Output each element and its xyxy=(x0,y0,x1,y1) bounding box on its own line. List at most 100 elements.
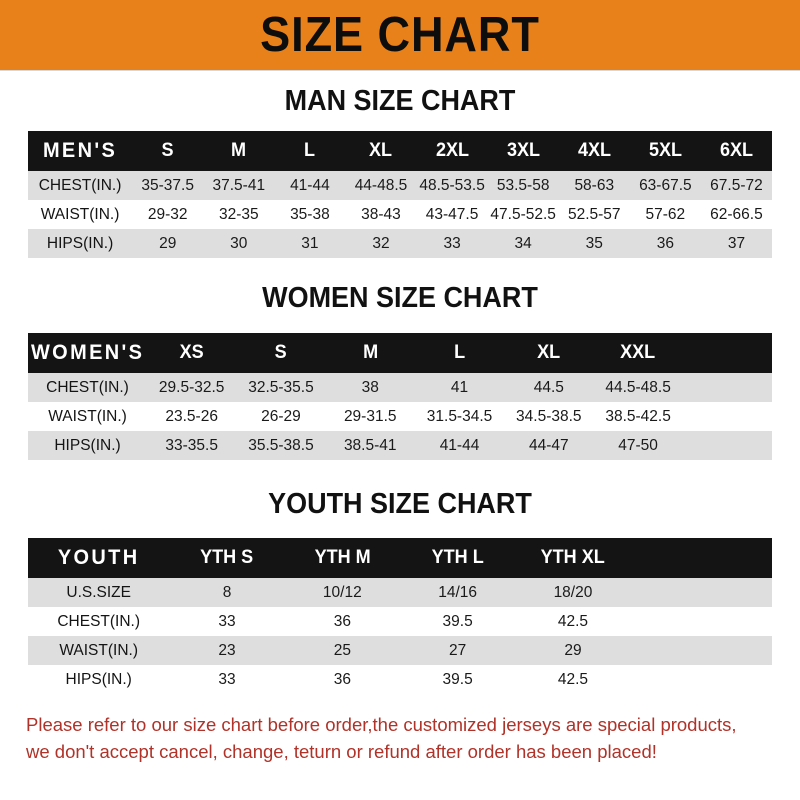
women-section-title: WOMEN SIZE CHART xyxy=(262,282,538,314)
row-spacer-cell xyxy=(631,636,772,665)
table-row: CHEST(IN.) 29.5-32.5 32.5-35.5 38 41 44.… xyxy=(28,373,772,402)
table-cell: 44-47 xyxy=(528,436,569,454)
table-cell: 34.5-38.5 xyxy=(516,407,582,425)
table-cell: 47-50 xyxy=(618,436,658,454)
table-cell: 44-48.5 xyxy=(354,176,408,194)
table-cell: 39.5 xyxy=(442,612,473,630)
table-cell: 41-44 xyxy=(439,436,480,454)
youth-corner-label: YOUTH xyxy=(57,546,140,569)
table-cell: 29 xyxy=(159,234,177,252)
table-row: WAIST(IN.) 23.5-26 26-29 29-31.5 31.5-34… xyxy=(28,402,772,431)
table-cell: 29-31.5 xyxy=(343,407,397,425)
table-cell: 36 xyxy=(333,612,351,630)
table-cell: 35.5-38.5 xyxy=(248,436,314,454)
row-label: CHEST(IN.) xyxy=(38,176,122,194)
table-cell: 29.5-32.5 xyxy=(158,378,225,396)
table-cell: 34 xyxy=(514,234,532,252)
row-spacer-cell xyxy=(631,578,772,607)
table-row: HIPS(IN.) 33-35.5 35.5-38.5 38.5-41 41-4… xyxy=(28,431,772,460)
table-cell: 23 xyxy=(218,641,236,659)
table-cell: 14/16 xyxy=(438,583,478,601)
youth-section-title: YOUTH SIZE CHART xyxy=(268,488,532,520)
row-label: U.S.SIZE xyxy=(66,583,131,601)
youth-size-chart-container: YOUTH YTH S YTH M YTH L YTH XL U.S.SIZE … xyxy=(28,538,772,694)
man-table-body: CHEST(IN.) 35-37.5 37.5-41 41-44 44-48.5… xyxy=(28,171,772,258)
women-size-chart-container: WOMEN'S XS S M L XL XXL CHEST(IN.) 29.5-… xyxy=(28,333,772,460)
table-cell: 38.5-41 xyxy=(343,436,397,454)
table-cell: 33-35.5 xyxy=(165,436,218,454)
column-header: 4XL xyxy=(577,140,611,161)
table-cell: 62-66.5 xyxy=(710,205,763,223)
youth-table-body: U.S.SIZE 8 10/12 14/16 18/20 CHEST(IN.) … xyxy=(28,578,772,694)
column-header: YTH XL xyxy=(540,547,606,568)
order-policy-note: Please refer to our size chart before or… xyxy=(26,712,774,766)
table-row: HIPS(IN.) 29 30 31 32 33 34 35 36 37 xyxy=(28,229,772,258)
spacer xyxy=(0,694,800,712)
table-cell: 36 xyxy=(333,670,351,688)
table-cell: 39.5 xyxy=(442,670,473,688)
row-spacer-cell xyxy=(683,402,772,431)
table-row: CHEST(IN.) 35-37.5 37.5-41 41-44 44-48.5… xyxy=(28,171,772,200)
spacer xyxy=(0,118,800,131)
row-label: WAIST(IN.) xyxy=(40,205,120,223)
table-cell: 35-37.5 xyxy=(141,176,194,194)
table-cell: 63-67.5 xyxy=(639,176,692,194)
page-title: SIZE CHART xyxy=(260,7,540,62)
column-header: M xyxy=(362,342,378,363)
table-cell: 41-44 xyxy=(290,176,330,194)
table-row: WAIST(IN.) 23 25 27 29 xyxy=(28,636,772,665)
column-header: S xyxy=(161,140,174,161)
table-cell: 25 xyxy=(333,641,351,659)
row-label: HIPS(IN.) xyxy=(54,436,121,454)
table-cell: 31.5-34.5 xyxy=(426,407,493,425)
table-cell: 31 xyxy=(301,234,319,252)
table-cell: 29 xyxy=(564,641,582,659)
table-cell: 32-35 xyxy=(218,205,259,223)
women-table-header: WOMEN'S XS S M L XL XXL xyxy=(28,333,772,373)
youth-size-table: YOUTH YTH S YTH M YTH L YTH XL U.S.SIZE … xyxy=(28,538,772,694)
table-cell: 33 xyxy=(218,612,236,630)
table-cell: 29-32 xyxy=(147,205,188,223)
header-spacer-cell xyxy=(634,538,768,578)
page-header-banner: SIZE CHART xyxy=(0,0,800,71)
table-cell: 53.5-58 xyxy=(496,176,550,194)
table-row: CHEST(IN.) 33 36 39.5 42.5 xyxy=(28,607,772,636)
column-header: XXL xyxy=(620,342,656,363)
table-cell: 57-62 xyxy=(645,205,686,223)
spacer xyxy=(0,258,800,282)
table-header-row: WOMEN'S XS S M L XL XXL xyxy=(28,333,772,373)
table-header-row: MEN'S S M L XL 2XL 3XL 4XL 5XL 6XL xyxy=(28,131,772,171)
table-cell: 38.5-42.5 xyxy=(605,407,671,425)
order-policy-line-1: Please refer to our size chart before or… xyxy=(26,714,737,735)
column-header: XL xyxy=(369,140,393,161)
table-row: U.S.SIZE 8 10/12 14/16 18/20 xyxy=(28,578,772,607)
column-header: 3XL xyxy=(506,140,540,161)
spacer xyxy=(0,71,800,85)
man-table-header: MEN'S S M L XL 2XL 3XL 4XL 5XL 6XL xyxy=(28,131,772,171)
table-cell: 33 xyxy=(218,670,236,688)
table-cell: 32 xyxy=(372,234,390,252)
table-cell: 38-43 xyxy=(361,205,401,223)
table-cell: 58-63 xyxy=(574,176,615,194)
row-label: WAIST(IN.) xyxy=(48,407,127,425)
table-cell: 52.5-57 xyxy=(567,205,621,223)
table-cell: 43-47.5 xyxy=(425,205,479,223)
table-cell: 42.5 xyxy=(557,612,589,630)
row-label: CHEST(IN.) xyxy=(46,378,129,396)
column-header: XS xyxy=(179,342,204,363)
table-cell: 26-29 xyxy=(261,407,301,425)
table-cell: 8 xyxy=(222,583,232,601)
table-cell: 48.5-53.5 xyxy=(419,176,485,194)
row-label: HIPS(IN.) xyxy=(65,670,132,688)
column-header: 2XL xyxy=(435,140,469,161)
man-size-chart-container: MEN'S S M L XL 2XL 3XL 4XL 5XL 6XL CHEST… xyxy=(28,131,772,258)
table-cell: 33 xyxy=(443,234,461,252)
table-cell: 35 xyxy=(585,234,603,252)
column-header: L xyxy=(453,342,466,363)
row-label: HIPS(IN.) xyxy=(46,234,114,252)
order-policy-line-2: we don't accept cancel, change, teturn o… xyxy=(26,740,657,762)
table-cell: 38 xyxy=(361,378,379,396)
table-cell: 42.5 xyxy=(557,670,589,688)
table-cell: 35-38 xyxy=(290,205,330,223)
table-cell: 44.5-48.5 xyxy=(605,378,671,396)
